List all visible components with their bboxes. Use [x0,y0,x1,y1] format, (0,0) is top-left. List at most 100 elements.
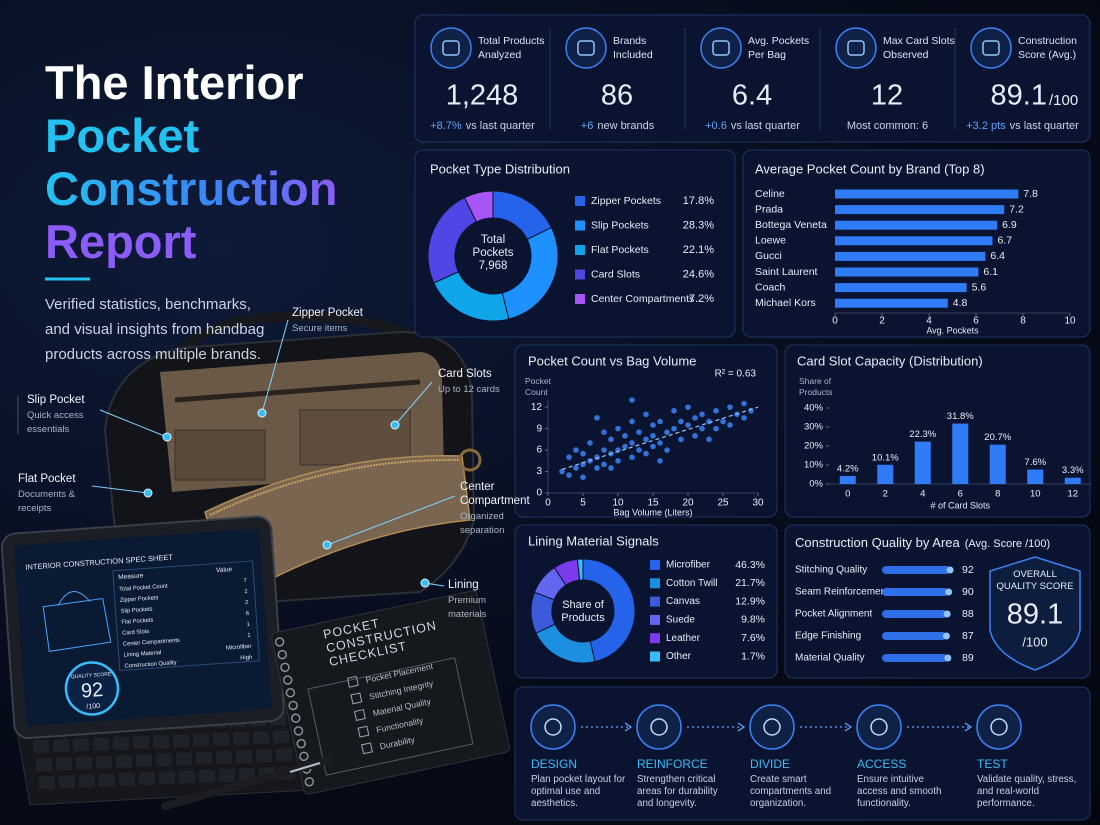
value-label: 46.3% [735,559,765,571]
callout-text: Quick access essentials [27,410,84,435]
legend-swatch [575,220,585,231]
spec-value: 6 [246,611,250,617]
callout-dot [162,432,172,442]
y-tick-label: 20% [804,441,824,452]
callout-line [99,409,168,438]
key [113,736,129,750]
spec-col: Value [216,566,233,574]
y-category-label: Edge Finishing [795,631,861,642]
donut-segment [582,558,636,663]
bar-end-dot [944,654,952,662]
bar-end-dot [942,632,950,640]
donut-segment [576,558,584,581]
kpi-glyph [982,40,1000,56]
key [119,772,135,786]
scatter-point [580,461,586,468]
value-label: 12.9% [735,595,765,607]
y-tick-label: 12 [531,402,543,413]
bar-end-dot [945,588,953,596]
scatter-point [657,458,663,464]
legend-label: Suede [666,615,695,626]
scatter-point [615,458,621,464]
y-category-label: Pocket Alignment [795,609,872,620]
kpi-delta-line: +3.2 pts vs last quarter [955,120,1090,132]
scatter-point [664,429,670,435]
process-title: TEST [977,757,1008,771]
callout-text: Secure items [292,323,348,334]
legend-swatch [650,633,660,644]
value-label: 7.2 [1009,203,1024,215]
kpi-note: vs last quarter [465,120,535,132]
kpi-note: vs last quarter [1009,120,1079,132]
scatter-point [573,447,579,453]
bag-zipper [209,458,461,516]
key [96,755,112,769]
callout-dot [143,488,153,498]
spec-table [112,560,260,672]
scatter-point [657,418,663,425]
value-label: 7.8 [1023,188,1038,200]
panel [514,344,778,518]
y-tick-label: 0% [809,479,823,490]
spec-measure: Center Compartments [123,638,180,648]
scatter-point [727,404,733,410]
process-glyph [870,718,888,736]
kpi-value: 12 [871,80,903,112]
legend-swatch [575,196,585,206]
kpi-delta: +6 [580,120,594,132]
scatter-point [741,415,747,421]
legend-swatch [650,614,660,625]
scatter-point [587,440,593,446]
scatter-point [566,454,572,461]
kpi-unit: /100 [1049,92,1078,109]
x-axis-label: Bag Volume (Liters) [613,507,692,517]
key [176,752,192,766]
process-arrowhead [964,722,973,732]
key [56,757,72,771]
bar-end-dot [943,610,951,618]
spec-measure: Lining Material [124,650,162,659]
callout-title: Center Compartment [460,481,530,507]
subtitle: Verified statistics, benchmarks, and vis… [45,296,265,363]
legend-label: Zipper Pockets [591,195,661,207]
bar-end-dot [946,566,954,574]
key [93,737,109,751]
spec-score-label: QUALITY SCORE [71,671,112,680]
chart-title: Lining Material Signals [528,533,659,548]
process-text: Validate quality, stress, and real-world… [977,774,1077,809]
x-tick-label: 8 [995,489,1000,500]
kpi-note: vs last quarter [730,120,800,132]
scatter-point [713,425,719,432]
spec-measure: Total Pocket Count [119,583,168,592]
kpi-icon [970,27,1012,69]
scatter-point [559,468,565,475]
scatter-point [636,447,642,453]
callout-dot [390,420,400,430]
scatter-point [678,436,684,443]
key [253,731,269,745]
badge-shield [989,556,1081,671]
scatter-point [671,425,677,432]
value-label: 10.1% [872,452,899,463]
scatter-point [601,447,607,453]
key [79,774,95,788]
process-glyph [990,718,1008,736]
scatter-point [629,397,635,403]
scatter-point [636,429,642,435]
x-tick-label: 30 [752,498,764,509]
pen-clip [289,762,321,773]
kpi-label: Brands Included [613,35,653,61]
kpi-label: Avg. Pockets Per Bag [748,35,810,61]
scatter-point [601,429,607,435]
scatter-point [629,454,635,461]
chart-subtitle: (Avg. Score /100) [965,538,1050,550]
key [233,732,249,745]
callout-text: Documents & receipts [18,489,76,514]
value-label: 4.8 [953,297,968,309]
bar [882,654,948,662]
x-tick-label: 12 [1067,489,1078,500]
spec-bag-wire [42,591,112,652]
x-tick-label: 2 [883,489,888,500]
x-tick-label: 10 [1064,316,1076,327]
key [256,749,272,763]
